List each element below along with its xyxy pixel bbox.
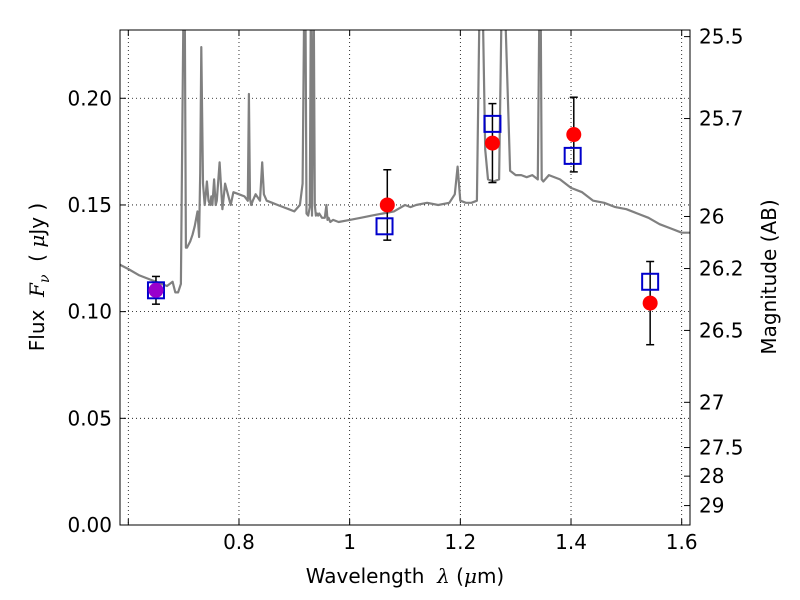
x-tick-label: 1.2 [444,530,476,554]
y-tick-label: 0.20 [67,86,112,110]
y-tick-label: 0.10 [67,300,112,324]
y2-tick-label: 27 [699,390,724,414]
y2-tick-label: 26.5 [699,318,744,342]
model-spectrum-line [120,30,690,294]
model-photometry-square [375,217,394,236]
model-photometry-square [483,114,502,133]
observed-point [642,295,658,311]
x-tick-label: 1.4 [555,530,587,554]
y2-tick-label: 25.5 [699,25,744,49]
observed-points [148,127,658,311]
y-tick-label: 0.15 [67,193,112,217]
x-tick-label: 1 [343,530,356,554]
x-tick-label: 0.8 [223,530,255,554]
y2-tick-label: 25.7 [699,107,744,131]
observed-point [379,197,395,213]
grid [120,30,690,526]
y2-tick-label: 29 [699,494,724,518]
x-axis-title: Wavelength λ (μm) [306,564,505,588]
observed-point [566,127,582,143]
model-photometry-square [563,146,582,165]
observed-point [148,282,164,298]
y-tick-label: 0.05 [67,406,112,430]
y-axis-title: Flux Fν ( μJy ) [25,203,53,351]
model-photometry-points [146,114,660,300]
model-spectrum [120,30,690,294]
y2-tick-label: 26 [699,204,724,228]
y2-tick-label: 27.5 [699,436,744,460]
model-photometry-square [641,272,660,291]
observed-point [484,135,500,151]
y2-tick-label: 26.2 [699,257,744,281]
y2-axis-title: Magnitude (AB) [757,199,781,354]
model-photometry-square [146,281,165,300]
y-tick-label: 0.00 [67,513,112,537]
plot-frame [119,29,691,526]
ticks: 0.8 1 1.2 1.4 1.6 0.00 0.05 0.10 0.15 0.20 25.5 25.… [67,25,743,554]
y2-tick-label: 28 [699,464,724,488]
x-tick-label: 1.6 [666,530,698,554]
